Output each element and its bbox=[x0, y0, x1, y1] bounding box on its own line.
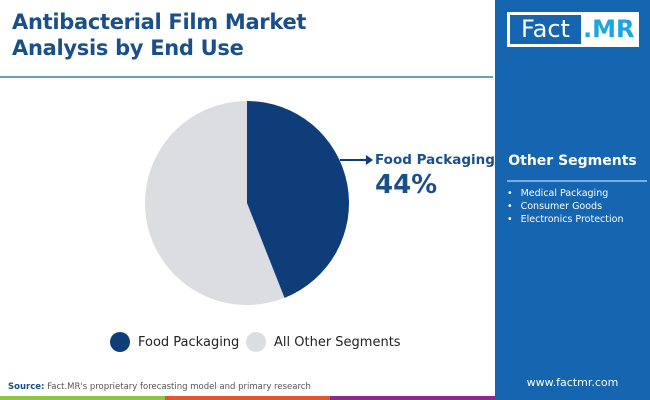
legend-label: Food Packaging bbox=[138, 334, 240, 350]
source-note: Source: Fact.MR's proprietary forecastin… bbox=[8, 382, 311, 392]
divider bbox=[507, 180, 647, 182]
footer-bar-purple bbox=[330, 396, 495, 400]
legend-swatch bbox=[246, 332, 266, 352]
footer-bar-green bbox=[0, 396, 165, 400]
list-item: Medical Packaging bbox=[507, 187, 623, 200]
footer-bar-orange bbox=[165, 396, 330, 400]
title-divider bbox=[0, 76, 493, 78]
other-segments-heading: Other Segments bbox=[508, 153, 637, 169]
legend-item-other: All Other Segments bbox=[246, 332, 401, 352]
legend-item-food-packaging: Food Packaging bbox=[110, 332, 239, 352]
other-segments-list: Medical Packaging Consumer Goods Electro… bbox=[507, 187, 624, 226]
callout-label: Food Packaging bbox=[375, 152, 495, 168]
callout: Food Packaging 44% bbox=[375, 152, 495, 200]
factmr-logo: Fact .MR bbox=[507, 12, 639, 47]
pie-chart bbox=[145, 101, 373, 305]
legend-swatch bbox=[110, 332, 130, 352]
website-link[interactable]: www.factmr.com bbox=[526, 376, 619, 389]
pie-slice-all-other-segments bbox=[145, 101, 285, 305]
legend-label: All Other Segments bbox=[274, 334, 401, 350]
sidebar: Fact.MR Other Segments Medical Packaging… bbox=[495, 0, 650, 400]
title-line-1: Antibacterial Film Market bbox=[12, 10, 307, 34]
callout-value: 44% bbox=[375, 170, 438, 200]
list-item: Consumer Goods bbox=[507, 200, 623, 213]
callout-arrow-icon bbox=[366, 155, 373, 165]
list-item: Electronics Protection bbox=[507, 213, 624, 226]
title-line-2: Analysis by End Use bbox=[12, 36, 244, 60]
page-title: Antibacterial Film Market Analysis by End… bbox=[12, 9, 306, 61]
pie-slice-food-packaging bbox=[247, 101, 350, 298]
